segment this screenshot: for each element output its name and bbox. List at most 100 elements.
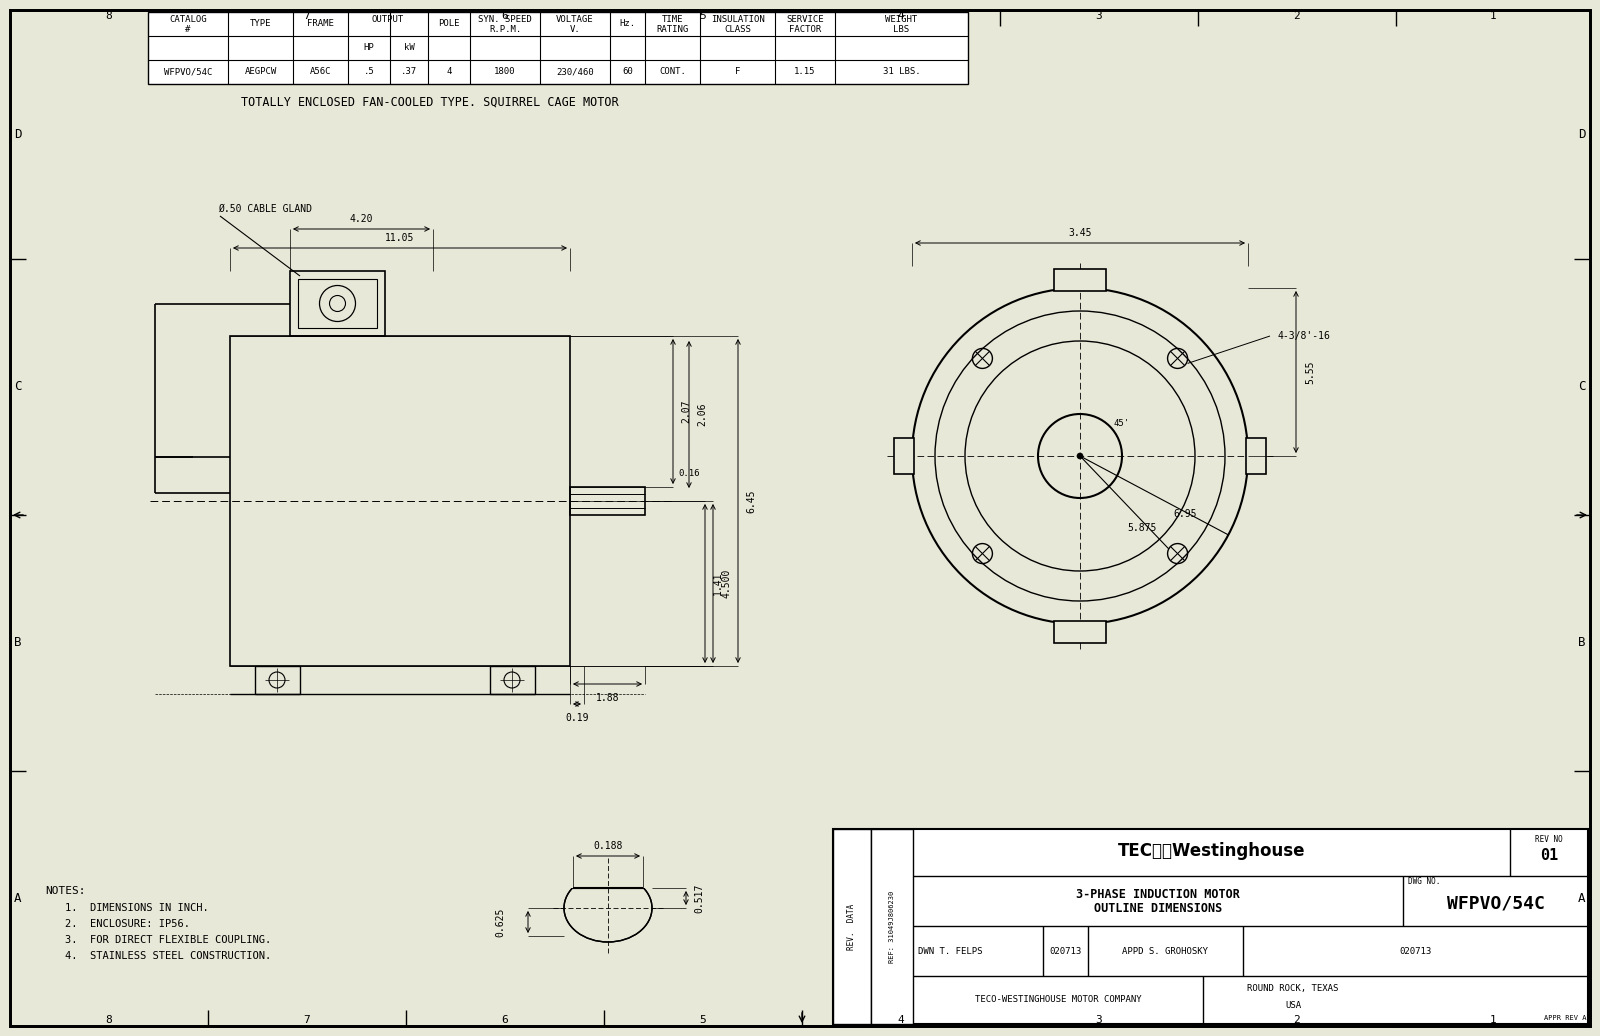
Text: WFPVO/54C: WFPVO/54C: [1446, 895, 1544, 913]
Text: 4.  STAINLESS STEEL CONSTRUCTION.: 4. STAINLESS STEEL CONSTRUCTION.: [66, 951, 272, 961]
Text: Hz.: Hz.: [619, 20, 635, 29]
Text: NOTES:: NOTES:: [45, 886, 85, 896]
Text: Ø.50 CABLE GLAND: Ø.50 CABLE GLAND: [218, 204, 312, 214]
Text: C: C: [1578, 380, 1586, 394]
Text: B: B: [14, 636, 22, 650]
Text: 4.20: 4.20: [350, 214, 373, 224]
Text: 1: 1: [1490, 11, 1496, 21]
Bar: [490, 666, 534, 694]
Bar: [147, 12, 968, 84]
Bar: [1054, 621, 1106, 643]
Text: D: D: [14, 128, 22, 141]
Bar: [834, 829, 870, 1024]
Text: D: D: [1578, 128, 1586, 141]
Text: A: A: [1578, 892, 1586, 905]
Text: TECⓈⓈWestinghouse: TECⓈⓈWestinghouse: [1118, 842, 1306, 860]
Text: 7: 7: [304, 1015, 310, 1025]
Text: TECO-WESTINGHOUSE MOTOR COMPANY: TECO-WESTINGHOUSE MOTOR COMPANY: [974, 996, 1141, 1005]
Text: 3.  FOR DIRECT FLEXIBLE COUPLING.: 3. FOR DIRECT FLEXIBLE COUPLING.: [66, 936, 272, 945]
Text: #: #: [186, 25, 190, 33]
Text: 5.55: 5.55: [1306, 361, 1315, 383]
Text: INSULATION: INSULATION: [710, 16, 765, 25]
Text: RATING: RATING: [656, 25, 688, 33]
Text: TOTALLY ENCLOSED FAN-COOLED TYPE. SQUIRREL CAGE MOTOR: TOTALLY ENCLOSED FAN-COOLED TYPE. SQUIRR…: [242, 95, 619, 109]
Text: VOLTAGE: VOLTAGE: [557, 16, 594, 25]
Bar: [570, 487, 645, 515]
Text: V.: V.: [570, 25, 581, 33]
Text: 2.  ENCLOSURE: IP56.: 2. ENCLOSURE: IP56.: [66, 919, 190, 929]
Text: REV.  DATA: REV. DATA: [848, 903, 856, 950]
Text: 6.95: 6.95: [1173, 509, 1197, 519]
Text: CONT.: CONT.: [659, 67, 686, 77]
Bar: [573, 868, 643, 888]
Text: TYPE: TYPE: [250, 20, 272, 29]
Text: DWG NO.: DWG NO.: [1408, 876, 1440, 886]
Text: 4.500: 4.500: [722, 569, 733, 598]
Text: A: A: [14, 892, 22, 905]
Bar: [563, 853, 653, 888]
Text: LBS: LBS: [893, 25, 909, 33]
Text: 0.517: 0.517: [694, 884, 704, 913]
Text: B: B: [1578, 636, 1586, 650]
Bar: [290, 271, 386, 336]
Text: APPR REV A: APPR REV A: [1544, 1015, 1586, 1021]
Text: USA: USA: [1285, 1002, 1301, 1010]
Text: 3: 3: [1096, 11, 1102, 21]
Text: 3-PHASE INDUCTION MOTOR: 3-PHASE INDUCTION MOTOR: [1077, 888, 1240, 900]
Text: 6: 6: [502, 11, 509, 21]
Text: 5.875: 5.875: [1128, 523, 1157, 533]
Text: 2: 2: [1294, 1015, 1301, 1025]
Text: 4: 4: [446, 67, 451, 77]
Text: FRAME: FRAME: [307, 20, 334, 29]
Text: 4: 4: [898, 1015, 904, 1025]
Text: 1.15: 1.15: [794, 67, 816, 77]
Text: kW: kW: [403, 44, 414, 53]
Text: 2: 2: [1294, 11, 1301, 21]
Text: 2.06: 2.06: [698, 403, 707, 426]
Text: TIME: TIME: [662, 16, 683, 25]
Text: REF: 31049J806230: REF: 31049J806230: [890, 890, 894, 962]
Text: HP: HP: [363, 44, 374, 53]
Text: 4-3/8'-16: 4-3/8'-16: [1277, 330, 1330, 341]
Text: 020713: 020713: [1050, 947, 1082, 955]
Text: POLE: POLE: [438, 20, 459, 29]
Text: CLASS: CLASS: [725, 25, 750, 33]
Circle shape: [1077, 453, 1083, 459]
Text: 3: 3: [1096, 1015, 1102, 1025]
Text: ROUND ROCK, TEXAS: ROUND ROCK, TEXAS: [1248, 984, 1339, 994]
Text: 45': 45': [1114, 420, 1130, 429]
Bar: [894, 438, 914, 474]
Bar: [298, 279, 378, 328]
Text: 7: 7: [304, 11, 310, 21]
Text: 0.625: 0.625: [494, 908, 506, 937]
Text: 01: 01: [1539, 848, 1558, 863]
Text: 020713: 020713: [1400, 947, 1432, 955]
Text: 31 LBS.: 31 LBS.: [883, 67, 920, 77]
Text: SYN. SPEED: SYN. SPEED: [478, 16, 531, 25]
Text: 8: 8: [106, 1015, 112, 1025]
Text: R.P.M.: R.P.M.: [490, 25, 522, 33]
Text: 5: 5: [699, 11, 706, 21]
Text: C: C: [14, 380, 22, 394]
Bar: [230, 336, 570, 666]
Bar: [834, 829, 1587, 1024]
Text: OUTPUT: OUTPUT: [371, 16, 405, 25]
Text: DWN T. FELPS: DWN T. FELPS: [918, 947, 982, 955]
Text: REV NO: REV NO: [1534, 835, 1563, 843]
Text: F: F: [734, 67, 741, 77]
Text: 1.88: 1.88: [595, 693, 619, 703]
Text: 1800: 1800: [494, 67, 515, 77]
Text: 11.05: 11.05: [386, 233, 414, 243]
Text: WFPVO/54C: WFPVO/54C: [163, 67, 213, 77]
Text: 4: 4: [898, 11, 904, 21]
Text: 1.  DIMENSIONS IN INCH.: 1. DIMENSIONS IN INCH.: [66, 903, 208, 913]
Text: CATALOG: CATALOG: [170, 16, 206, 25]
Text: 230/460: 230/460: [557, 67, 594, 77]
Text: .37: .37: [402, 67, 418, 77]
Bar: [1246, 438, 1266, 474]
Text: WEIGHT: WEIGHT: [885, 16, 918, 25]
Text: 0.188: 0.188: [594, 841, 622, 851]
Text: .5: .5: [363, 67, 374, 77]
Text: AEGPCW: AEGPCW: [245, 67, 277, 77]
Bar: [870, 829, 914, 1024]
